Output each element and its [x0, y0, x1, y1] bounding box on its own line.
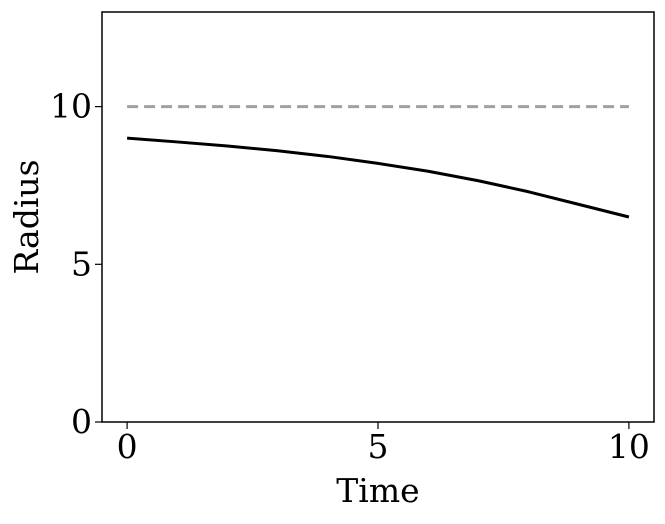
radius-curve: [126, 136, 630, 219]
x-tick-label: 5: [368, 427, 389, 466]
y-tick-label: 5: [71, 244, 92, 283]
x-tick-label: 0: [117, 427, 138, 466]
x-axis: 0 5 10: [117, 422, 650, 466]
y-tick-label: 0: [71, 402, 92, 441]
y-axis-label: Radius: [7, 159, 46, 274]
y-axis: 0 5 10: [50, 87, 102, 441]
series-layer: [126, 105, 630, 219]
x-tick-label: 10: [608, 427, 650, 466]
x-axis-label: Time: [336, 471, 419, 510]
y-tick-label: 10: [50, 87, 92, 126]
plot-frame: [101, 11, 655, 423]
